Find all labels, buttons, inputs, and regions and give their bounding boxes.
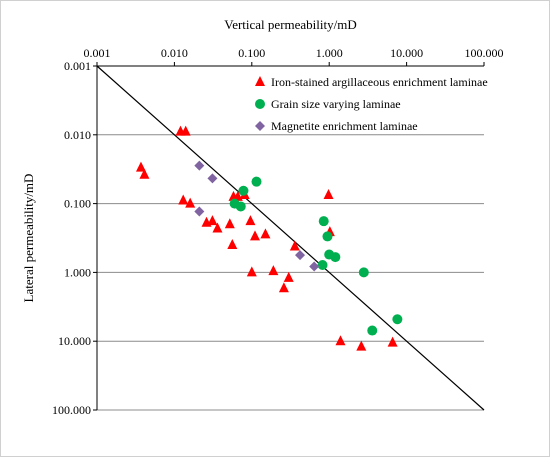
triangle-data-point bbox=[356, 340, 367, 351]
y-tick-label: 0.010 bbox=[64, 128, 91, 142]
y-tick-label: 1.000 bbox=[64, 265, 91, 279]
circle-data-point bbox=[317, 259, 328, 270]
x-tick-label: 1.000 bbox=[316, 46, 343, 60]
triangle-data-point bbox=[387, 336, 398, 347]
reference-line-group bbox=[96, 65, 485, 411]
triangle-data-point bbox=[246, 266, 257, 277]
triangle-data-point bbox=[135, 161, 146, 172]
diamond-data-point bbox=[194, 160, 205, 171]
triangle-data-point bbox=[250, 230, 261, 241]
x-tick-label: 100.000 bbox=[465, 46, 504, 60]
triangle-data-point bbox=[178, 194, 189, 205]
triangle-data-point bbox=[283, 271, 294, 282]
circle-data-point bbox=[392, 314, 403, 325]
triangle-data-point bbox=[260, 228, 271, 239]
legend-diamond-marker bbox=[255, 121, 265, 131]
diamond-data-point bbox=[194, 206, 205, 217]
series-3 bbox=[194, 160, 320, 272]
legend-circle-marker bbox=[255, 99, 265, 109]
x-tick-label: 0.010 bbox=[161, 46, 188, 60]
circle-data-point bbox=[330, 252, 341, 263]
triangle-data-point bbox=[212, 222, 223, 233]
legend: Iron-stained argillaceous enrichment lam… bbox=[255, 75, 488, 133]
circle-data-point bbox=[358, 267, 369, 278]
x-axis-title: Vertical permeability/mD bbox=[224, 17, 356, 32]
x-tick-label: 0.100 bbox=[238, 46, 265, 60]
data-points bbox=[135, 125, 403, 351]
diamond-data-point bbox=[295, 250, 306, 261]
legend-label: Magnetite enrichment laminae bbox=[271, 119, 418, 133]
circle-data-point bbox=[322, 231, 333, 242]
series-2 bbox=[229, 176, 403, 336]
legend-triangle-marker bbox=[255, 76, 265, 86]
triangle-data-point bbox=[227, 239, 238, 250]
triangle-data-point bbox=[185, 197, 196, 208]
triangle-data-point bbox=[245, 215, 256, 226]
triangle-data-point bbox=[224, 218, 235, 229]
circle-data-point bbox=[251, 176, 262, 187]
y-tick-label: 0.001 bbox=[64, 59, 91, 73]
circle-data-point bbox=[235, 201, 246, 212]
circle-data-point bbox=[367, 325, 378, 336]
triangle-data-point bbox=[323, 189, 334, 200]
legend-item: Magnetite enrichment laminae bbox=[255, 119, 418, 133]
diamond-data-point bbox=[207, 173, 218, 184]
reference-line bbox=[96, 65, 485, 411]
x-tick-label: 0.001 bbox=[84, 46, 111, 60]
diamond-data-point bbox=[309, 261, 320, 272]
triangle-data-point bbox=[268, 265, 279, 276]
legend-item: Iron-stained argillaceous enrichment lam… bbox=[255, 75, 488, 89]
y-tick-label: 0.100 bbox=[64, 197, 91, 211]
triangle-data-point bbox=[289, 240, 300, 251]
triangle-data-point bbox=[278, 282, 289, 293]
triangle-data-point bbox=[180, 125, 191, 136]
legend-label: Grain size varying laminae bbox=[271, 97, 401, 111]
tick-labels: 0.001 0.010 0.100 1.000 10.000 100.000 0.001 0.… bbox=[52, 46, 504, 417]
legend-item: Grain size varying laminae bbox=[255, 97, 401, 111]
series-1 bbox=[135, 125, 398, 351]
y-tick-label: 100.000 bbox=[52, 403, 91, 417]
circle-data-point bbox=[238, 185, 249, 196]
circle-data-point bbox=[318, 216, 329, 227]
x-tick-label: 10.000 bbox=[390, 46, 423, 60]
triangle-data-point bbox=[335, 335, 346, 346]
legend-label: Iron-stained argillaceous enrichment lam… bbox=[271, 75, 488, 89]
triangle-data-point bbox=[139, 168, 150, 179]
triangle-data-point bbox=[207, 215, 218, 226]
y-axis-title: Lateral permeability/mD bbox=[21, 174, 36, 303]
y-tick-label: 10.000 bbox=[58, 334, 91, 348]
